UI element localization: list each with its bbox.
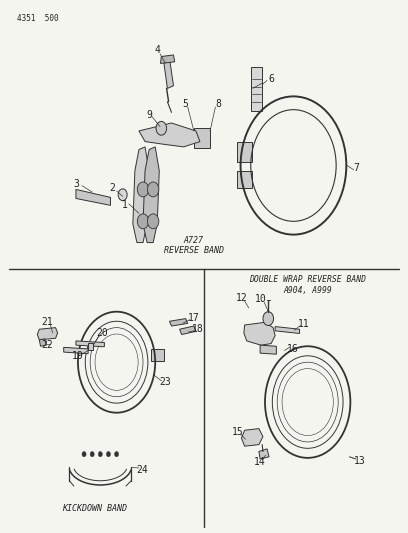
Bar [237,171,252,188]
Text: 7: 7 [354,163,359,173]
Polygon shape [143,147,159,243]
Polygon shape [88,343,93,350]
Polygon shape [160,55,175,63]
Polygon shape [76,189,111,205]
Circle shape [263,312,273,326]
Text: DOUBLE WRAP REVERSE BAND
A904, A999: DOUBLE WRAP REVERSE BAND A904, A999 [249,276,366,295]
Polygon shape [139,123,200,147]
Polygon shape [180,326,196,335]
Text: 11: 11 [298,319,310,329]
Polygon shape [244,322,275,345]
Text: A727
REVERSE BAND: A727 REVERSE BAND [164,236,224,255]
Text: 4: 4 [154,45,160,55]
Polygon shape [39,339,46,346]
Circle shape [118,189,127,200]
Text: 21: 21 [42,317,53,327]
Polygon shape [76,341,104,347]
Bar [151,349,164,361]
Text: 1: 1 [122,200,128,211]
Bar [251,67,262,111]
Text: 16: 16 [287,344,299,354]
Circle shape [147,182,159,197]
Polygon shape [259,449,269,459]
Text: KICKDOWN BAND: KICKDOWN BAND [62,504,127,513]
Circle shape [90,451,94,457]
Circle shape [82,451,86,457]
Text: 15: 15 [231,427,243,438]
Text: 9: 9 [146,110,152,120]
Polygon shape [163,58,173,88]
Polygon shape [37,328,58,340]
Polygon shape [260,345,276,354]
Text: 2: 2 [110,183,115,193]
Circle shape [156,122,166,135]
Text: 12: 12 [235,293,247,303]
Bar [194,128,210,149]
Text: 17: 17 [188,312,199,322]
Text: 19: 19 [72,351,84,361]
Text: 23: 23 [160,377,171,387]
Polygon shape [169,319,188,326]
Circle shape [137,214,149,229]
Text: 6: 6 [268,75,274,84]
Circle shape [147,214,159,229]
Text: 4351  500: 4351 500 [17,14,59,23]
Circle shape [106,451,111,457]
Bar [237,142,252,162]
Text: 8: 8 [215,99,221,109]
Polygon shape [133,147,149,243]
Circle shape [137,182,149,197]
Text: 14: 14 [254,457,266,467]
Polygon shape [275,327,299,334]
Text: 24: 24 [136,465,148,474]
Polygon shape [242,429,263,446]
Text: 3: 3 [73,179,79,189]
Circle shape [115,451,119,457]
Circle shape [98,451,102,457]
Text: 10: 10 [255,294,267,304]
Polygon shape [64,348,88,354]
Text: 18: 18 [192,324,204,334]
Text: 22: 22 [42,340,53,350]
Text: 20: 20 [96,328,108,338]
Text: 5: 5 [183,99,188,109]
Text: 13: 13 [353,456,365,465]
